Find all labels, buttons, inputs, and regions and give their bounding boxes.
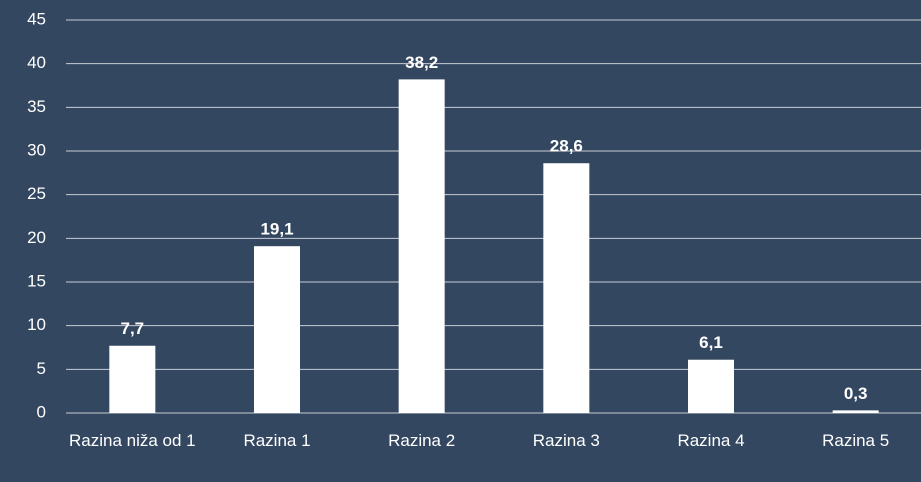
data-label: 7,7 bbox=[121, 319, 145, 338]
x-tick-label: Razina 2 bbox=[388, 431, 456, 450]
data-label: 28,6 bbox=[550, 137, 583, 156]
data-label: 38,2 bbox=[405, 53, 438, 72]
data-label: 0,3 bbox=[844, 384, 868, 403]
y-tick-label: 0 bbox=[37, 402, 46, 421]
x-tick-label: Razina niža od 1 bbox=[69, 431, 196, 450]
x-tick-label: Razina 4 bbox=[677, 431, 745, 450]
bar bbox=[398, 79, 445, 414]
y-tick-label: 45 bbox=[27, 9, 46, 28]
y-tick-label: 15 bbox=[27, 271, 46, 290]
y-tick-label: 40 bbox=[27, 53, 46, 72]
bar bbox=[109, 345, 156, 413]
y-tick-label: 25 bbox=[27, 184, 46, 203]
bar bbox=[543, 163, 590, 413]
bar bbox=[688, 359, 734, 413]
x-tick-label: Razina 5 bbox=[822, 431, 890, 450]
bar bbox=[254, 246, 300, 413]
y-tick-label: 35 bbox=[27, 97, 46, 116]
x-tick-label: Razina 3 bbox=[532, 431, 600, 450]
data-label: 6,1 bbox=[699, 333, 723, 352]
data-label: 19,1 bbox=[260, 220, 293, 239]
y-tick-label: 10 bbox=[27, 315, 46, 334]
bar bbox=[832, 410, 879, 413]
y-tick-label: 5 bbox=[37, 359, 46, 378]
y-tick-label: 30 bbox=[27, 140, 46, 159]
x-tick-label: Razina 1 bbox=[243, 431, 311, 450]
y-tick-label: 20 bbox=[27, 228, 46, 247]
